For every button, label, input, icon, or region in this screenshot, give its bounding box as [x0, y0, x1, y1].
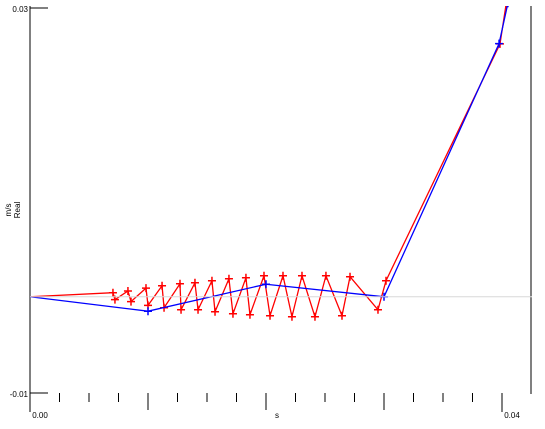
series-line: [30, 6, 507, 320]
point-marker: [194, 305, 203, 314]
point-marker: [123, 286, 132, 295]
point-marker: [507, 6, 509, 8]
point-marker: [287, 312, 296, 321]
x-axis-label: s: [275, 411, 279, 420]
point-marker: [266, 311, 275, 320]
point-marker: [495, 39, 504, 48]
point-marker: [259, 271, 268, 280]
y-axis-label: Real: [13, 202, 22, 219]
point-marker: [127, 297, 136, 306]
point-marker: [207, 276, 216, 285]
point-marker: [175, 279, 184, 288]
series-line: [30, 6, 508, 312]
point-marker: [321, 271, 330, 280]
point-marker: [310, 312, 319, 321]
point-marker: [505, 6, 507, 9]
point-marker: [297, 271, 306, 280]
point-marker: [278, 271, 287, 280]
point-marker: [228, 309, 237, 318]
y-axis-unit: m/s: [4, 204, 13, 217]
y-tick-label: 0.03: [12, 5, 28, 14]
point-marker: [262, 280, 270, 289]
point-marker: [108, 288, 117, 297]
point-marker: [144, 307, 152, 316]
point-marker: [382, 276, 391, 285]
point-marker: [337, 311, 346, 320]
point-marker: [241, 273, 250, 282]
point-marker: [141, 284, 150, 293]
y-tick-label: -0.01: [10, 390, 29, 399]
point-marker: [373, 305, 382, 314]
point-marker: [190, 278, 199, 287]
point-marker: [224, 274, 233, 283]
point-marker: [245, 310, 254, 319]
point-marker: [158, 281, 167, 290]
x-tick-label: 0.00: [32, 411, 48, 420]
point-marker: [211, 307, 220, 316]
point-marker: [177, 305, 186, 314]
x-tick-label: 0.04: [504, 411, 520, 420]
point-marker: [346, 272, 355, 281]
